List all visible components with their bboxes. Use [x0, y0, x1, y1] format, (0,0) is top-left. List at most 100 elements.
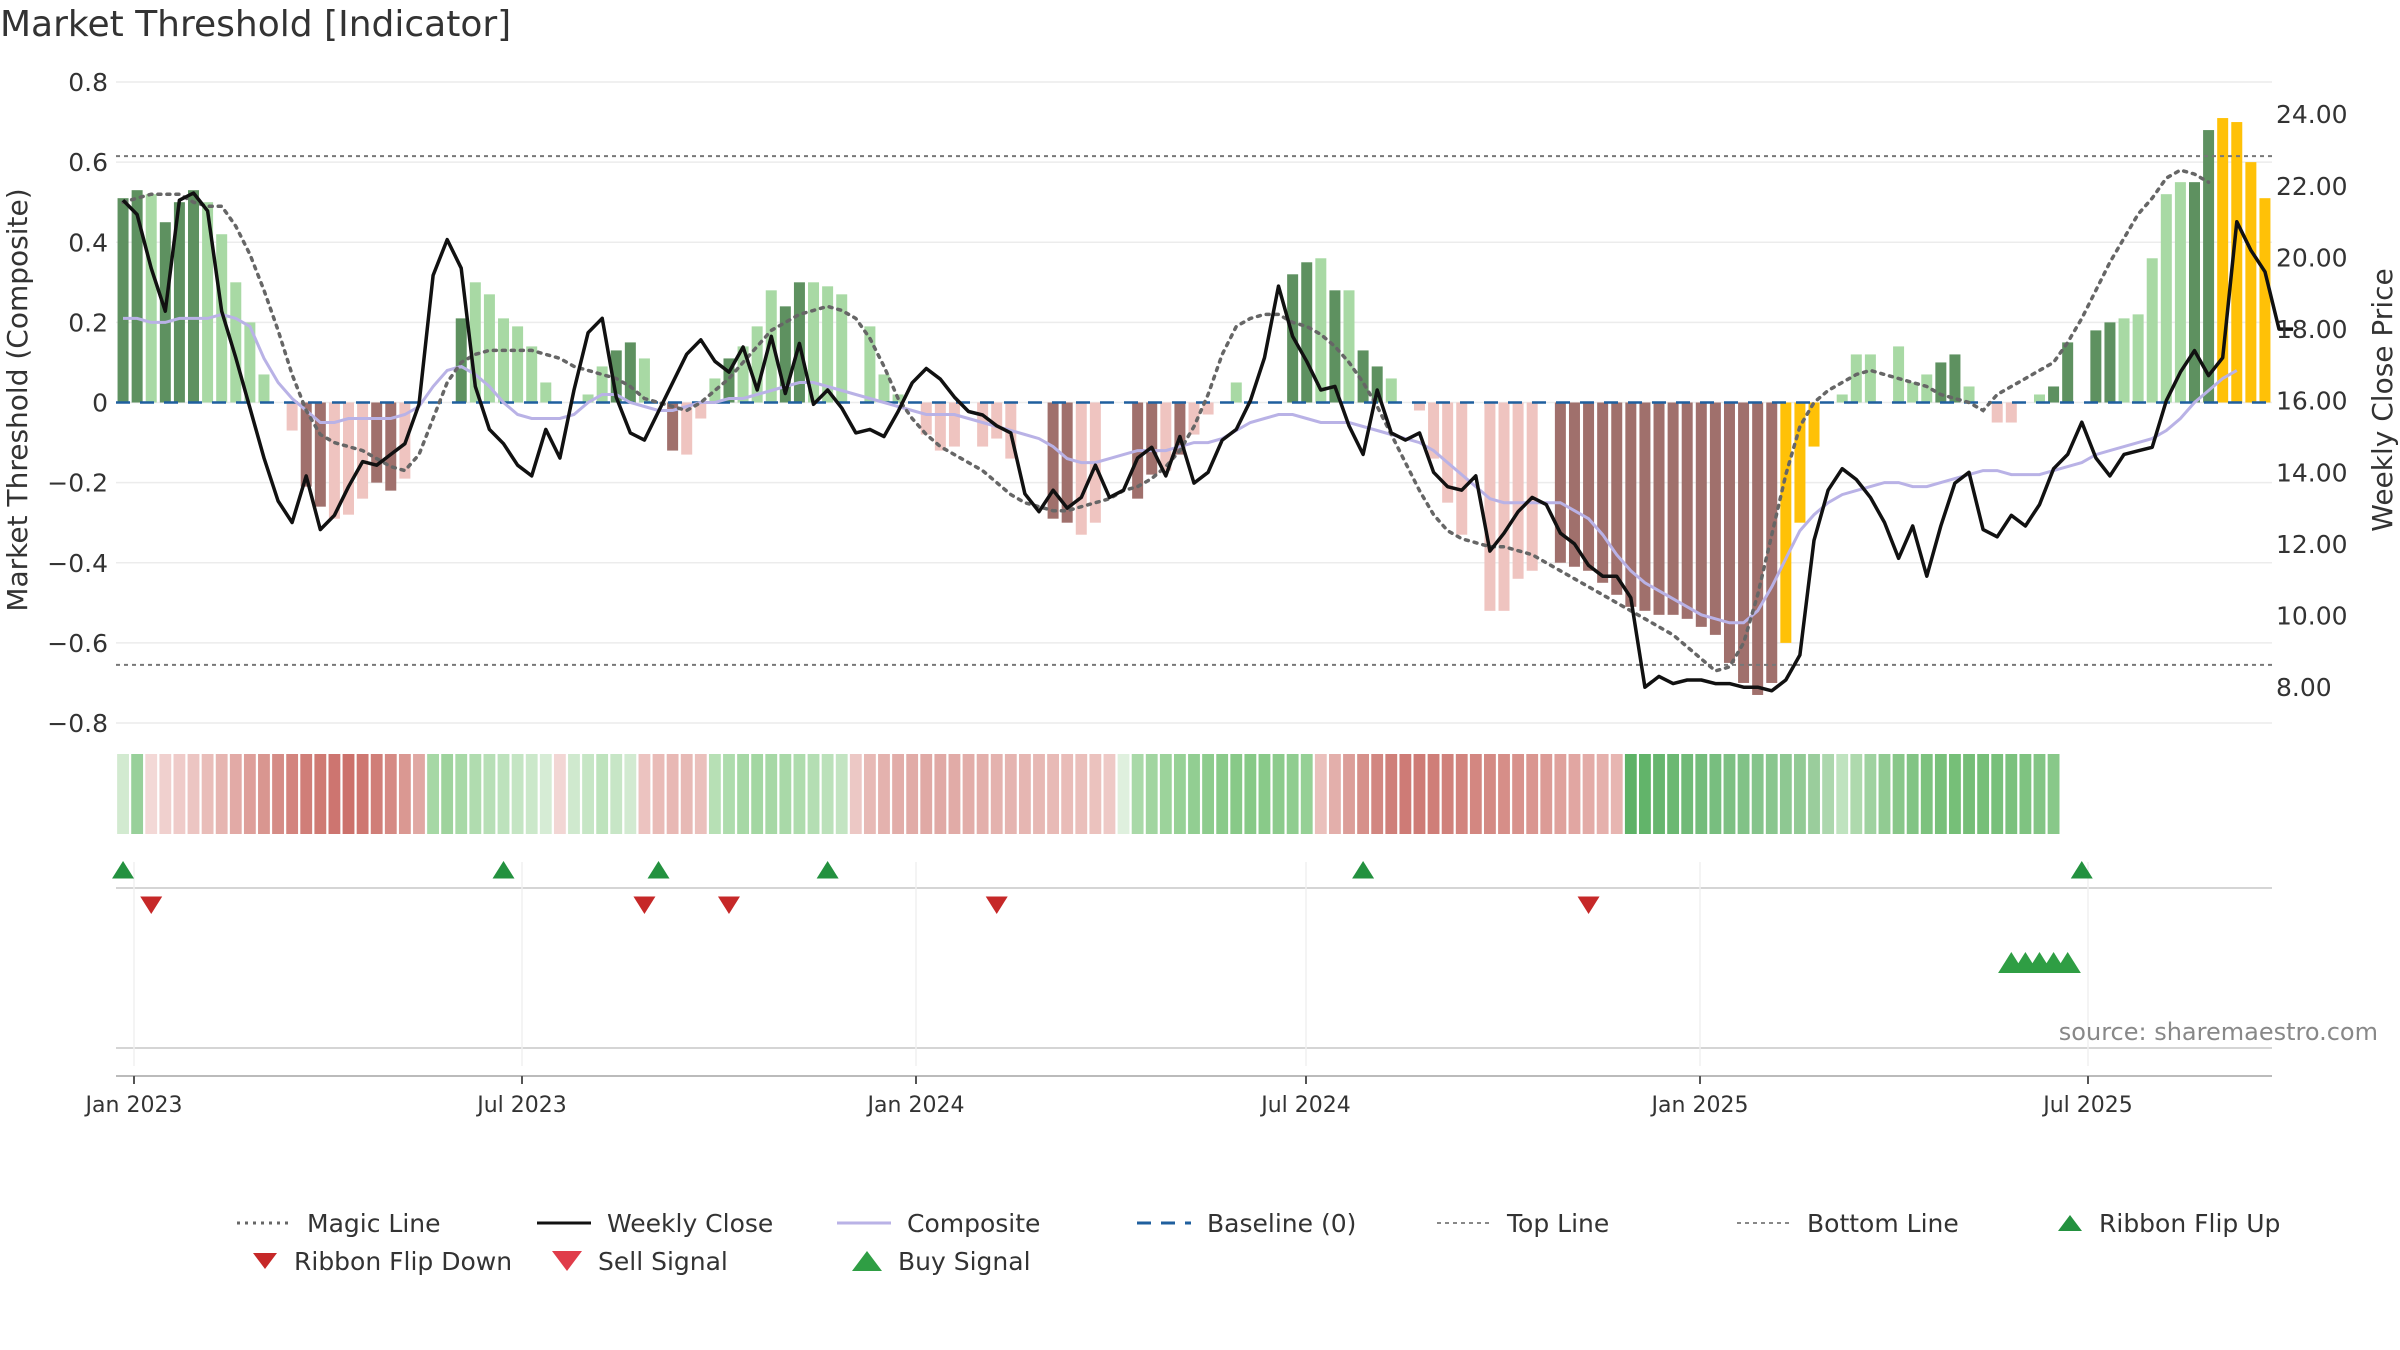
y2-tick-label: 10.00 [2276, 602, 2348, 631]
ribbon-cell [173, 754, 186, 834]
composite-bar [1230, 382, 1242, 403]
ribbon-cell [145, 754, 158, 834]
ribbon-cell [596, 754, 609, 834]
ribbon-cell [1892, 754, 1905, 834]
ribbon-cell [1371, 754, 1384, 834]
ribbon-cell [286, 754, 299, 834]
x-tick-label: Jul 2023 [475, 1093, 567, 1118]
composite-bar [2231, 122, 2243, 403]
composite-bar [314, 402, 326, 507]
composite-bar [836, 294, 848, 403]
ribbon-flip-up-icon [2058, 1215, 2082, 1231]
legend-label: Weekly Close [607, 1208, 774, 1238]
x-tick-label: Jan 2025 [1650, 1093, 1749, 1118]
composite-bar [483, 294, 495, 403]
ribbon-cell [258, 754, 270, 834]
composite-bar [610, 350, 622, 403]
composite-bar [1526, 402, 1538, 571]
composite-bar [173, 202, 185, 403]
ribbon-cell [863, 754, 876, 834]
ribbon-cell [962, 754, 975, 834]
ribbon-cell [849, 754, 862, 834]
y-tick-label: 0 [92, 389, 108, 418]
ribbon-cell [723, 754, 735, 834]
ribbon-cell [582, 754, 594, 834]
magic-line-swatch [237, 1221, 291, 1225]
ribbon-cell [1822, 754, 1835, 834]
composite-bar [878, 374, 890, 403]
y2-tick-label: 24.00 [2276, 100, 2348, 129]
y-tick-label: −0.8 [47, 709, 108, 738]
composite-bar [1921, 374, 1933, 403]
composite-bar [1667, 402, 1679, 615]
ribbon-cell [821, 754, 834, 834]
composite-bar [202, 202, 214, 403]
ribbon-cell [1047, 754, 1060, 834]
ribbon-cell [1977, 754, 1990, 834]
composite-bar [582, 394, 594, 403]
x-tick-label: Jan 2023 [84, 1093, 183, 1118]
ribbon-cell [694, 754, 707, 834]
composite-bar [1625, 402, 1637, 607]
composite-bar [2160, 194, 2172, 403]
ribbon-cell [1554, 754, 1567, 834]
ribbon-cell [1413, 754, 1426, 834]
composite-bar [1808, 402, 1820, 447]
composite-bar [1780, 402, 1792, 643]
y-tick-label: −0.4 [47, 549, 108, 578]
ribbon-cell [1033, 754, 1045, 834]
composite-bar [765, 290, 777, 403]
ribbon-cell [1906, 754, 1919, 834]
bottom-line-swatch [1737, 1222, 1791, 1224]
ribbon-flip-up-marker [492, 861, 515, 879]
composite-bar [779, 306, 791, 403]
y-tick-label: −0.2 [47, 469, 108, 498]
ribbon-cell [356, 754, 369, 834]
ribbon-cell [1963, 754, 1975, 834]
composite-bar [328, 402, 340, 519]
ribbon-cell [1850, 754, 1863, 834]
ribbon-cell [539, 754, 552, 834]
ribbon-cell [1582, 754, 1595, 834]
ribbon-cell [1004, 754, 1017, 834]
ribbon-cell [1117, 754, 1130, 834]
legend-label: Sell Signal [598, 1246, 728, 1276]
ribbon-cell [1061, 754, 1074, 834]
composite-bar [1371, 366, 1383, 403]
composite-bar [343, 402, 355, 515]
ribbon-cell [652, 754, 665, 834]
composite-bar [1611, 402, 1623, 595]
ribbon-cell [413, 754, 425, 834]
ribbon-cell [807, 754, 820, 834]
composite-bar [723, 358, 735, 403]
series-lines [121, 168, 2294, 693]
legend-sell-signal: Sell Signal [550, 1243, 728, 1279]
ribbon-cell [568, 754, 580, 834]
composite-bar [498, 318, 510, 403]
ribbon-cell [708, 754, 721, 834]
ribbon-cell [737, 754, 749, 834]
composite-bar [230, 282, 242, 403]
ribbon-cell [976, 754, 989, 834]
ribbon-flip-down-icon [253, 1253, 277, 1269]
ribbon-cell [948, 754, 961, 834]
ribbon-cell [525, 754, 538, 834]
signal-markers [112, 861, 2093, 973]
composite-bar [1949, 354, 1961, 403]
y2-tick-label: 20.00 [2276, 243, 2348, 272]
legend-weekly-close: Weekly Close [535, 1205, 773, 1241]
composite-bar [1597, 402, 1609, 583]
y2-tick-label: 8.00 [2276, 673, 2332, 702]
composite-bar [1695, 402, 1707, 627]
ribbon-cell [934, 754, 947, 834]
composite-bar [934, 402, 946, 451]
ribbon-flip-down-marker [985, 896, 1008, 914]
ribbon-cell [1018, 754, 1031, 834]
ribbon-cell [793, 754, 806, 834]
composite-bar [808, 282, 820, 403]
composite-bar [1554, 402, 1566, 563]
ribbon-cell [1878, 754, 1891, 834]
ribbon-cell [398, 754, 411, 834]
legend-label: Ribbon Flip Up [2099, 1208, 2281, 1238]
